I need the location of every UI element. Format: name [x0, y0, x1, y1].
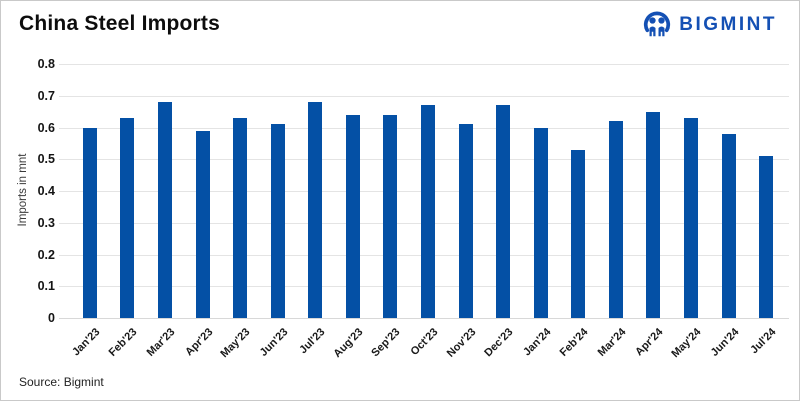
bar-may24: [684, 117, 699, 318]
gridline-y-0: [59, 318, 789, 319]
source-note: Source: Bigmint: [19, 375, 104, 389]
y-tick-label-0: 0: [48, 311, 55, 325]
chart-title: China Steel Imports: [19, 12, 221, 35]
brand-logo: BIGMINT: [642, 10, 777, 40]
bar-jul24: [759, 156, 774, 318]
y-tick-label-0.4: 0.4: [37, 184, 55, 198]
brand-name: BIGMINT: [679, 14, 777, 35]
bar-mar24: [608, 121, 623, 318]
bar-nov23: [458, 124, 473, 318]
y-tick-label-0.3: 0.3: [37, 215, 55, 230]
bar-may23: [233, 117, 248, 318]
y-tick-label-0.1: 0.1: [37, 279, 55, 294]
y-tick-label-0.7: 0.7: [37, 88, 55, 103]
bar-mar23: [157, 102, 172, 318]
bar-jan24: [533, 127, 548, 318]
bar-apr23: [195, 130, 210, 318]
y-tick-label-0.2: 0.2: [37, 247, 55, 262]
gridline-y-0.8: [59, 64, 789, 65]
bar-feb23: [120, 117, 135, 318]
bar-jan23: [82, 127, 97, 318]
bar-feb24: [571, 149, 586, 318]
bar-apr24: [646, 111, 661, 318]
y-tick-label-0.6: 0.6: [37, 120, 55, 135]
bar-aug23: [345, 114, 360, 318]
bar-oct23: [421, 105, 435, 318]
bar-dec23: [496, 105, 511, 318]
bar-jul23: [308, 102, 323, 318]
y-tick-label-0.8: 0.8: [37, 57, 55, 71]
gridline-y-0.7: [59, 95, 789, 97]
bar-sep23: [383, 114, 398, 318]
y-tick-label-0.5: 0.5: [37, 152, 55, 167]
bar-jun23: [270, 124, 285, 318]
bar-jun24: [721, 133, 736, 318]
bigmint-logo-icon: [644, 11, 671, 37]
